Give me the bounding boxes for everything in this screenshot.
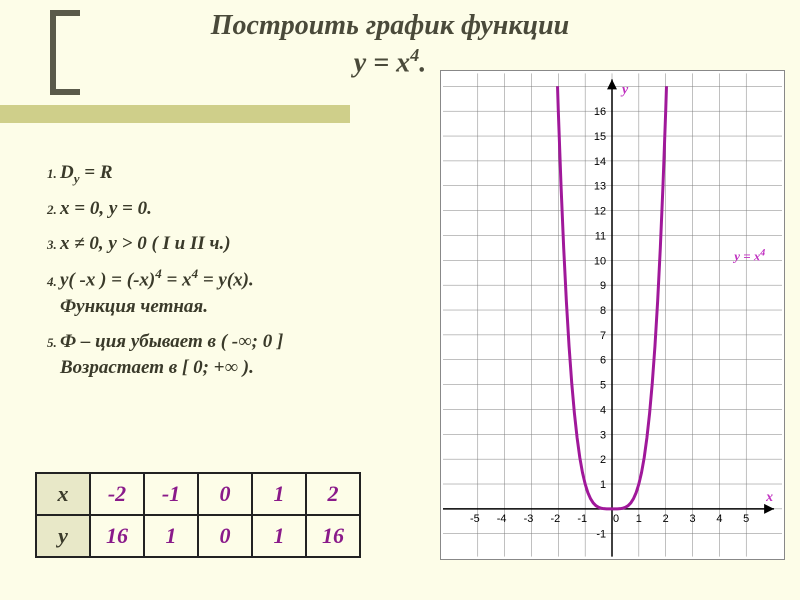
svg-text:4: 4 <box>600 404 606 416</box>
cell-y-4: 16 <box>306 515 360 557</box>
cell-x-3: 1 <box>252 473 306 515</box>
svg-text:1: 1 <box>636 513 642 525</box>
svg-text:0: 0 <box>613 513 619 525</box>
chart-svg: -5-4-3-2-1012345-11234567891011121314151… <box>441 71 784 559</box>
function-label: y = x4 <box>732 247 765 263</box>
svg-text:2: 2 <box>663 513 669 525</box>
prop-2: x = 0, y = 0. <box>60 196 420 223</box>
svg-text:16: 16 <box>594 106 606 118</box>
function-chart: -5-4-3-2-1012345-11234567891011121314151… <box>440 70 785 560</box>
cell-y-1: 1 <box>144 515 198 557</box>
fn-sup: 4 <box>759 247 765 258</box>
svg-text:5: 5 <box>600 380 606 392</box>
p4c: = y(x). <box>198 270 254 291</box>
title-line2-post: . <box>419 48 426 79</box>
prop-1: Dy = R <box>60 160 420 188</box>
svg-text:2: 2 <box>600 454 606 466</box>
svg-text:7: 7 <box>600 330 606 342</box>
svg-text:6: 6 <box>600 355 606 367</box>
p4a: y( -x ) = (-x) <box>60 270 155 291</box>
svg-text:-5: -5 <box>470 513 480 525</box>
svg-text:3: 3 <box>600 429 606 441</box>
cell-x-0: -2 <box>90 473 144 515</box>
p5l1: Ф – ция убывает в ( -∞; 0 ] <box>60 331 283 352</box>
cell-y-0: 16 <box>90 515 144 557</box>
title-line2-pre: y = x <box>354 48 410 79</box>
svg-text:-3: -3 <box>524 513 534 525</box>
p5l2: Возрастает в [ 0; +∞ ). <box>60 357 254 378</box>
svg-text:13: 13 <box>594 181 606 193</box>
cell-y-3: 1 <box>252 515 306 557</box>
row-x-label: x <box>36 473 90 515</box>
svg-text:-1: -1 <box>596 529 606 541</box>
title-line1: Построить график функции <box>211 10 569 41</box>
y-axis-label: y <box>620 82 629 97</box>
p4l2: Функция четная. <box>60 296 208 317</box>
p1-post: = R <box>80 162 113 183</box>
p1-pre: D <box>60 162 74 183</box>
p4b: = x <box>162 270 192 291</box>
svg-text:12: 12 <box>594 206 606 218</box>
svg-text:4: 4 <box>716 513 722 525</box>
chart-axes <box>443 79 774 556</box>
svg-text:9: 9 <box>600 280 606 292</box>
row-y-label: y <box>36 515 90 557</box>
svg-text:15: 15 <box>594 131 606 143</box>
svg-text:1: 1 <box>600 479 606 491</box>
value-table: x -2 -1 0 1 2 y 16 1 0 1 16 <box>35 472 361 558</box>
cell-y-2: 0 <box>198 515 252 557</box>
cell-x-1: -1 <box>144 473 198 515</box>
svg-text:-4: -4 <box>497 513 507 525</box>
svg-text:3: 3 <box>689 513 695 525</box>
svg-text:14: 14 <box>594 156 606 168</box>
cell-x-2: 0 <box>198 473 252 515</box>
svg-text:8: 8 <box>600 305 606 317</box>
svg-text:5: 5 <box>743 513 749 525</box>
table-row-y: y 16 1 0 1 16 <box>36 515 360 557</box>
prop-3: x ≠ 0, y > 0 ( I и II ч.) <box>60 231 420 258</box>
property-list: Dy = R x = 0, y = 0. x ≠ 0, y > 0 ( I и … <box>30 160 420 390</box>
prop-5: Ф – ция убывает в ( -∞; 0 ] Возрастает в… <box>60 329 420 382</box>
svg-text:11: 11 <box>595 230 606 242</box>
fn-pre: y = x <box>732 248 761 263</box>
svg-text:-2: -2 <box>550 513 560 525</box>
svg-text:10: 10 <box>594 255 606 267</box>
x-axis-label: x <box>765 490 773 505</box>
prop-4: y( -x ) = (-x)4 = x4 = y(x). Функция чет… <box>60 265 420 321</box>
cell-x-4: 2 <box>306 473 360 515</box>
table-row-x: x -2 -1 0 1 2 <box>36 473 360 515</box>
title-sup: 4 <box>410 45 419 65</box>
title-bracket <box>50 10 80 95</box>
svg-text:-1: -1 <box>577 513 587 525</box>
accent-bar <box>0 105 350 123</box>
chart-ticks: -5-4-3-2-1012345-11234567891011121314151… <box>470 106 749 541</box>
